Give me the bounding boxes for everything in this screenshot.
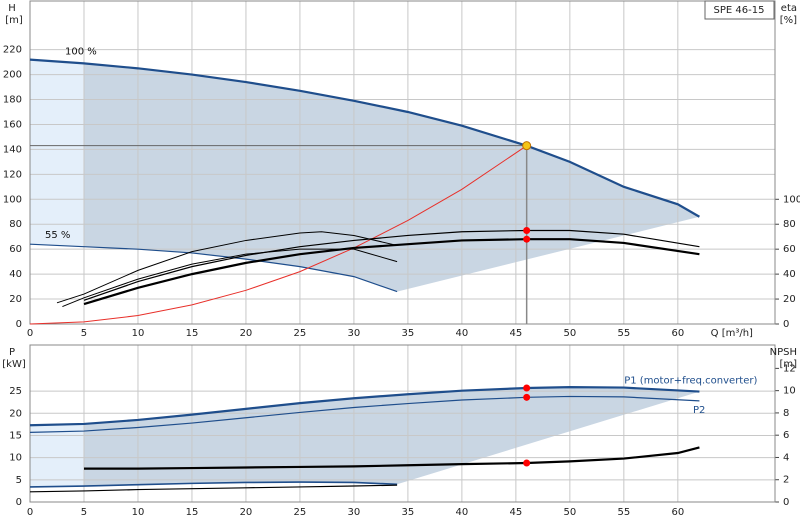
y2-tick-label: 2	[783, 475, 789, 486]
y-tick-label: 0	[16, 319, 22, 330]
curve	[83, 238, 700, 306]
x-tick-label: 60	[671, 328, 684, 339]
x-tick-label: 25	[294, 328, 307, 339]
curve	[29, 145, 527, 325]
y2-tick-label: 10	[783, 386, 796, 397]
y-tick-label: 180	[3, 95, 22, 106]
curve-label: P2	[693, 405, 705, 416]
x-tick-label: 0	[27, 328, 33, 339]
y-tick-label: 200	[3, 70, 22, 81]
curve	[83, 446, 700, 470]
curve-label: P1 (motor+freq.converter)	[624, 376, 757, 387]
x-tick-label: 0	[27, 507, 33, 518]
operating-point	[523, 235, 531, 243]
x-tick-label: 55	[617, 328, 630, 339]
curve	[83, 229, 700, 301]
x-tick-label: 10	[132, 507, 145, 518]
curve-label: 55 %	[45, 230, 70, 241]
curve	[29, 386, 700, 427]
operating-point	[523, 459, 531, 467]
y2-axis-label: NPSH	[770, 347, 797, 358]
y2-tick-label: 6	[783, 430, 789, 441]
x-tick-label: 40	[456, 328, 469, 339]
y-tick-label: 80	[9, 219, 22, 230]
y-tick-label: 0	[16, 497, 22, 508]
min-flow-range	[30, 59, 84, 247]
operating-point	[523, 393, 531, 401]
x-tick-label: 50	[563, 507, 576, 518]
y-tick-label: 20	[9, 408, 22, 419]
x-tick-label: 20	[240, 507, 253, 518]
plot-frame	[29, 344, 776, 503]
y2-tick-label: 4	[783, 452, 789, 463]
operating-point	[523, 226, 531, 234]
x-tick-label: 45	[510, 328, 523, 339]
y-axis-unit: [kW]	[2, 359, 26, 370]
y2-tick-label: 60	[783, 244, 796, 255]
x-tick-label: 45	[510, 507, 523, 518]
curve	[62, 248, 398, 308]
x-tick-label: 50	[563, 328, 576, 339]
x-tick-label: 5	[81, 507, 87, 518]
x-axis-label: Q [m³/h]	[711, 328, 753, 339]
x-tick-label: 55	[617, 507, 630, 518]
min-flow-range	[30, 423, 84, 487]
y2-axis-unit: [m]	[779, 359, 797, 370]
y2-tick-label: 8	[783, 408, 789, 419]
title-box	[704, 0, 775, 20]
operating-point	[523, 384, 531, 392]
y-tick-label: 10	[9, 453, 22, 464]
y-tick-label: 140	[3, 144, 22, 155]
y-tick-label: 5	[16, 475, 22, 486]
curve	[56, 231, 398, 304]
y-tick-label: 15	[9, 430, 22, 441]
operating-point	[522, 141, 532, 151]
y-tick-label: 100	[3, 194, 22, 205]
x-tick-label: 30	[348, 507, 361, 518]
y-tick-label: 25	[9, 386, 22, 397]
y2-tick-label: 20	[783, 294, 796, 305]
y-tick-label: 60	[9, 244, 22, 255]
curve	[29, 481, 398, 488]
y2-tick-label: 0	[783, 497, 789, 508]
y-tick-label: 20	[9, 294, 22, 305]
y2-tick-label: 12	[783, 363, 796, 374]
y-tick-label: 120	[3, 169, 22, 180]
y-tick-label: 220	[3, 45, 22, 56]
curve	[29, 243, 398, 293]
x-tick-label: 10	[132, 328, 145, 339]
y2-axis-label: eta	[781, 3, 797, 14]
y2-tick-label: 100	[783, 194, 800, 205]
curve	[29, 484, 398, 493]
x-tick-label: 40	[456, 507, 469, 518]
y-tick-label: 160	[3, 119, 22, 130]
x-tick-label: 60	[671, 507, 684, 518]
x-tick-label: 30	[348, 328, 361, 339]
curve-label: 100 %	[65, 47, 97, 58]
x-tick-label: 15	[186, 507, 199, 518]
x-tick-label: 35	[402, 507, 415, 518]
y2-axis-unit: [%]	[780, 15, 797, 26]
operating-range	[83, 387, 700, 487]
x-tick-label: 5	[81, 328, 87, 339]
y-axis-unit: [m]	[5, 15, 23, 26]
operating-range	[83, 63, 700, 292]
y2-tick-label: 40	[783, 269, 796, 280]
y-axis-label: P	[9, 347, 15, 358]
y2-tick-label: 0	[783, 319, 789, 330]
curve	[29, 395, 700, 433]
x-tick-label: 15	[186, 328, 199, 339]
y-tick-label: 40	[9, 269, 22, 280]
x-tick-label: 20	[240, 328, 253, 339]
y2-tick-label: 80	[783, 219, 796, 230]
curve	[29, 58, 700, 218]
chart-title: SPE 46-15	[714, 5, 765, 16]
x-tick-label: 35	[402, 328, 415, 339]
y-axis-label: H	[8, 3, 16, 14]
plot-frame	[29, 0, 776, 325]
x-tick-label: 25	[294, 507, 307, 518]
